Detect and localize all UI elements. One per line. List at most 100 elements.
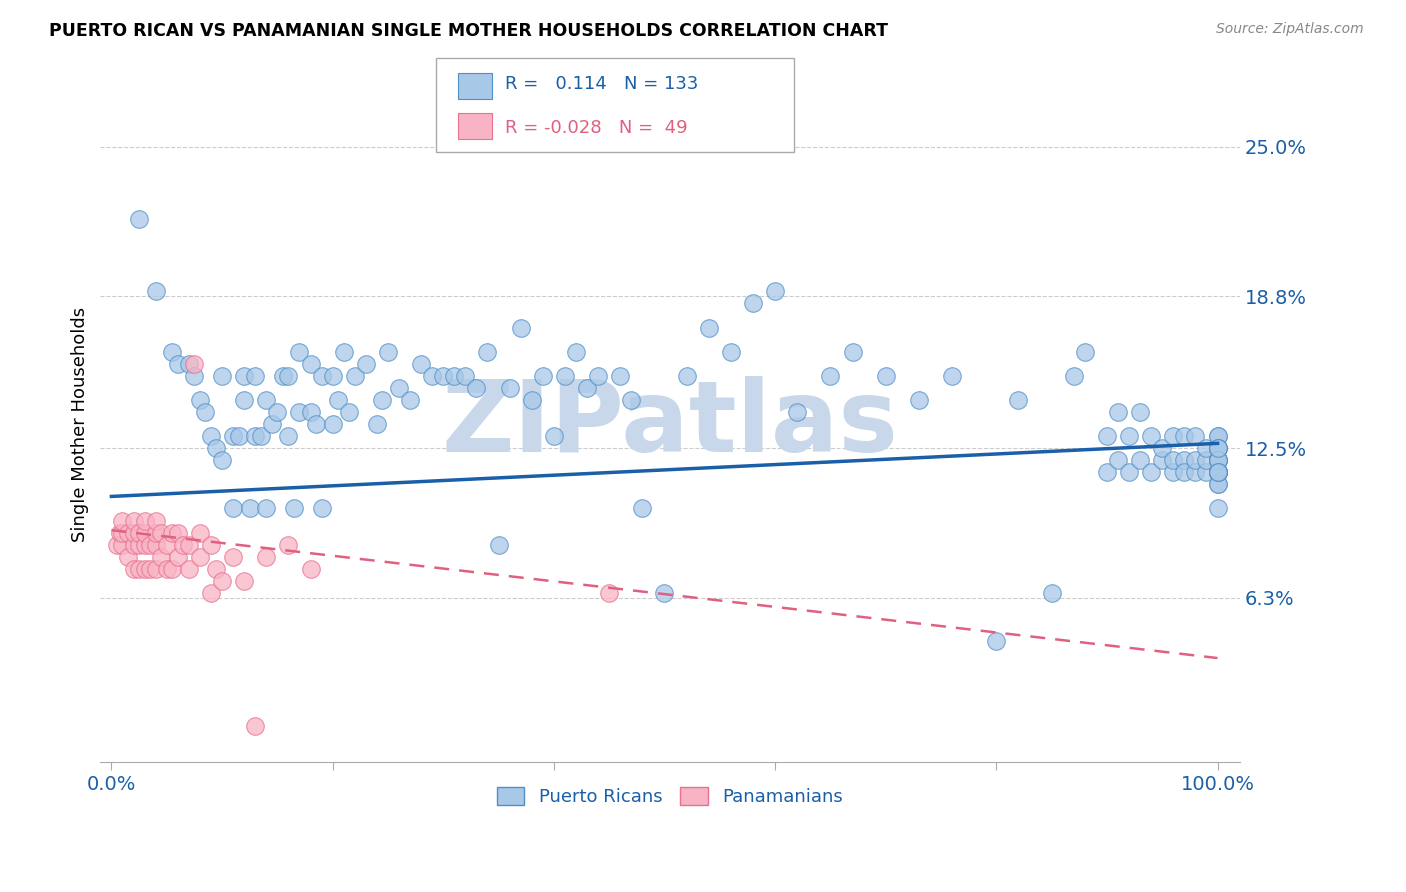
Point xyxy=(631,501,654,516)
Point xyxy=(322,417,344,431)
Point xyxy=(162,344,184,359)
Point xyxy=(908,392,931,407)
Point xyxy=(1118,465,1140,479)
Point xyxy=(245,368,267,383)
Point xyxy=(145,285,167,299)
Point xyxy=(420,368,443,383)
Text: PUERTO RICAN VS PANAMANIAN SINGLE MOTHER HOUSEHOLDS CORRELATION CHART: PUERTO RICAN VS PANAMANIAN SINGLE MOTHER… xyxy=(49,22,889,40)
Point xyxy=(150,549,173,564)
Point xyxy=(332,344,354,359)
Point xyxy=(249,429,271,443)
Point xyxy=(277,538,299,552)
Point xyxy=(277,368,299,383)
Point xyxy=(609,368,631,383)
Point xyxy=(586,368,609,383)
Point xyxy=(1206,453,1229,467)
Point xyxy=(875,368,897,383)
Point xyxy=(1140,465,1163,479)
Point xyxy=(1184,429,1206,443)
Point xyxy=(105,538,128,552)
Point xyxy=(1206,477,1229,491)
Point xyxy=(311,501,333,516)
Y-axis label: Single Mother Households: Single Mother Households xyxy=(72,307,89,541)
Point xyxy=(177,357,200,371)
Point xyxy=(1184,453,1206,467)
Point xyxy=(1140,429,1163,443)
Point xyxy=(110,525,132,540)
Point xyxy=(128,212,150,227)
Point xyxy=(188,549,211,564)
Point xyxy=(128,525,150,540)
Point xyxy=(1206,465,1229,479)
Point xyxy=(233,392,256,407)
Point xyxy=(211,453,233,467)
Point xyxy=(1206,501,1229,516)
Point xyxy=(322,368,344,383)
Point xyxy=(509,320,531,334)
Point xyxy=(266,405,288,419)
Point xyxy=(454,368,477,383)
Point xyxy=(377,344,399,359)
Point xyxy=(200,538,222,552)
Point xyxy=(245,429,267,443)
Point xyxy=(205,441,228,455)
Point xyxy=(260,417,283,431)
Point xyxy=(145,562,167,576)
Point xyxy=(134,525,156,540)
Point xyxy=(1206,453,1229,467)
Point xyxy=(1206,441,1229,455)
Point xyxy=(111,525,134,540)
Point xyxy=(1206,441,1229,455)
Point xyxy=(1206,465,1229,479)
Point xyxy=(565,344,588,359)
Point xyxy=(371,392,394,407)
Point xyxy=(763,285,786,299)
Point xyxy=(200,586,222,600)
Point xyxy=(1206,429,1229,443)
Point xyxy=(162,562,184,576)
Point xyxy=(183,368,205,383)
Point xyxy=(145,538,167,552)
Point xyxy=(222,501,245,516)
Point xyxy=(228,429,250,443)
Point xyxy=(986,634,1008,648)
Point xyxy=(1206,453,1229,467)
Point xyxy=(1206,429,1229,443)
Point xyxy=(1173,465,1195,479)
Point xyxy=(654,586,676,600)
Point xyxy=(1195,465,1218,479)
Point xyxy=(1118,429,1140,443)
Point xyxy=(366,417,388,431)
Point xyxy=(222,429,245,443)
Point xyxy=(211,574,233,588)
Point xyxy=(477,344,499,359)
Point xyxy=(1206,441,1229,455)
Point xyxy=(1206,465,1229,479)
Point xyxy=(820,368,842,383)
Point xyxy=(465,381,488,395)
Point xyxy=(177,562,200,576)
Point xyxy=(1173,453,1195,467)
Text: R = -0.028   N =  49: R = -0.028 N = 49 xyxy=(505,120,688,137)
Point xyxy=(1206,465,1229,479)
Point xyxy=(188,525,211,540)
Text: ZIPatlas: ZIPatlas xyxy=(441,376,898,473)
Point xyxy=(205,562,228,576)
Point xyxy=(576,381,599,395)
Point xyxy=(1206,441,1229,455)
Point xyxy=(543,429,565,443)
Point xyxy=(311,368,333,383)
Point xyxy=(288,344,311,359)
Point xyxy=(1007,392,1029,407)
Point xyxy=(488,538,510,552)
Point xyxy=(941,368,963,383)
Point xyxy=(1206,453,1229,467)
Point xyxy=(1129,405,1152,419)
Point xyxy=(145,525,167,540)
Point xyxy=(122,514,145,528)
Point xyxy=(283,501,305,516)
Point xyxy=(239,501,262,516)
Point xyxy=(620,392,643,407)
Point xyxy=(305,417,328,431)
Point xyxy=(222,549,245,564)
